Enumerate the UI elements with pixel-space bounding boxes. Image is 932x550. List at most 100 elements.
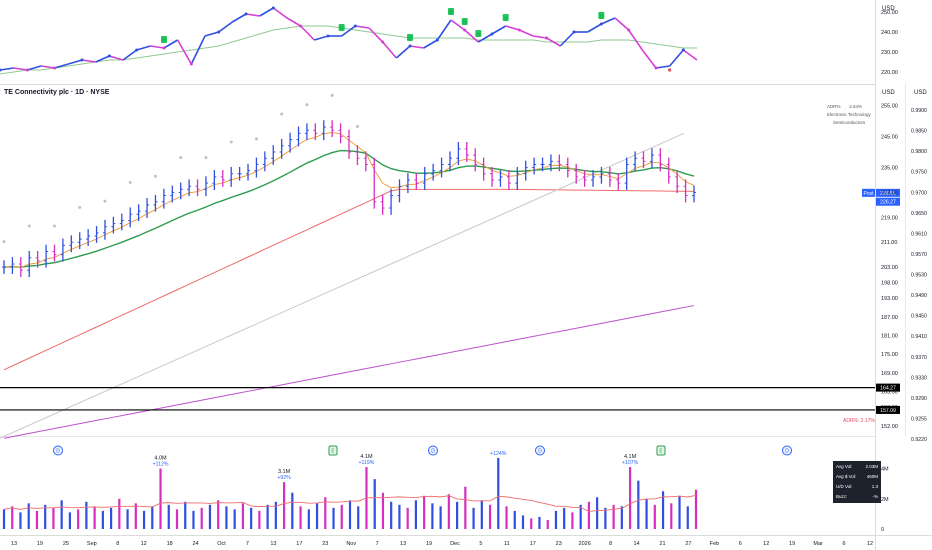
volume-bar <box>52 507 55 529</box>
rs-point <box>107 54 111 58</box>
volume-bar <box>678 495 681 529</box>
time-axis-tick: 12 <box>763 541 769 547</box>
time-axis-tick: 25 <box>63 541 69 547</box>
top-price-tick: 220.00 <box>881 70 898 76</box>
event-marker-label: D <box>56 449 60 455</box>
volume-bar <box>357 506 360 529</box>
currency-label-top: USD <box>882 6 895 12</box>
time-axis-tick: 13 <box>11 541 17 547</box>
rs-point <box>80 58 84 62</box>
signal-dot <box>355 124 359 128</box>
volume-bar <box>579 504 582 529</box>
volume-bar <box>670 503 673 529</box>
rs-axis-tick: 0.9750 <box>911 170 927 176</box>
time-axis-tick: Dec <box>450 541 460 547</box>
rs-line-segment <box>628 29 643 51</box>
rs-line-segment <box>436 19 452 41</box>
rs-line-segment <box>218 21 233 33</box>
price-tick: 235.00 <box>881 166 898 172</box>
rs-line-segment <box>245 13 260 17</box>
rs-line-segment <box>27 65 42 71</box>
rs-axis-tick: 0.9220 <box>911 437 927 443</box>
volume-bar <box>423 495 426 529</box>
dividend-marker <box>535 445 545 456</box>
time-axis-tick: 12 <box>141 541 147 547</box>
signal-dot <box>78 205 82 209</box>
high-marker-label: H <box>340 26 343 31</box>
volume-bar <box>299 506 302 529</box>
rs-line-segment <box>655 65 670 69</box>
rs-point <box>162 46 166 50</box>
rs-point <box>53 66 57 70</box>
volume-bar <box>2 509 6 529</box>
time-axis-tick: Feb <box>710 541 719 547</box>
volume-bar <box>35 510 39 529</box>
time-axis-tick: 2026 <box>579 541 591 547</box>
sma-long-line <box>3 188 695 371</box>
rs-axis-tick: 0.9290 <box>911 396 927 402</box>
volume-bar <box>68 512 72 529</box>
signal-dot <box>103 199 107 203</box>
rs-point <box>353 24 357 28</box>
rs-line-segment <box>341 25 356 37</box>
volume-annotation-pct: +107% <box>622 460 639 466</box>
volume-bar <box>455 501 459 529</box>
rs-line-segment <box>13 67 28 71</box>
volume-bar <box>291 492 294 529</box>
volume-annotation-value: 4.1M <box>360 454 373 460</box>
time-axis-tick: 11 <box>504 541 510 547</box>
rs-line-segment <box>532 35 547 39</box>
rs-line-segment <box>190 35 206 65</box>
rs-axis-tick: 0.9530 <box>911 273 927 279</box>
rs-axis-tick: 0.9410 <box>911 334 927 340</box>
rs-point <box>545 36 549 40</box>
volume-bar <box>513 510 516 529</box>
volume-bar <box>167 504 170 529</box>
volume-bar <box>554 510 558 529</box>
volume-bar <box>381 492 385 529</box>
volume-bar <box>208 504 212 529</box>
rs-point <box>681 48 685 52</box>
rs-point <box>135 48 139 52</box>
price-tick: 211.00 <box>881 240 897 246</box>
high-marker-label: H <box>162 38 165 43</box>
volume-bar <box>505 506 508 529</box>
volume-bar <box>332 507 335 529</box>
rs-line-segment <box>587 23 602 33</box>
rs-point <box>381 40 385 44</box>
high-marker-label: H <box>477 32 480 37</box>
time-axis-tick: 23 <box>556 541 562 547</box>
volume-bar <box>109 507 113 529</box>
post-price-label: 226.55 <box>880 191 896 197</box>
rs-axis-tick: 0.9490 <box>911 293 927 299</box>
high-marker-label: H <box>504 16 507 21</box>
rs-line-segment <box>423 39 438 49</box>
volume-bar <box>637 480 640 529</box>
time-axis-tick: 23 <box>322 541 328 547</box>
rs-line-segment <box>464 29 479 43</box>
price-tick: 227.00 <box>881 190 898 196</box>
volume-bar <box>596 497 599 529</box>
rs-point <box>244 12 248 16</box>
volume-bar <box>324 497 327 529</box>
rs-point <box>299 24 303 28</box>
volume-bar <box>497 458 500 529</box>
signal-dot <box>179 156 183 160</box>
rs-line-segment <box>0 67 14 71</box>
rs-line-segment <box>300 25 315 41</box>
high-marker-label: H <box>408 36 411 41</box>
time-axis-tick: 6 <box>843 541 846 547</box>
volume-bar <box>134 503 137 529</box>
signal-dot <box>330 93 334 97</box>
rs-line-segment <box>546 37 561 47</box>
post-badge-label: Post <box>863 191 874 197</box>
volume-bar <box>126 509 129 529</box>
rs-point <box>326 34 330 38</box>
stat-value: -% <box>872 494 879 499</box>
rs-point <box>189 62 193 66</box>
volume-stats-box: Avg Vol: 2.03M Avg $ Vol: 460M U/D Vol: 1.3… <box>833 461 881 503</box>
time-axis-tick: 12 <box>867 541 873 547</box>
volume-bar <box>27 503 30 529</box>
volume-bar <box>77 509 80 529</box>
rs-line-segment <box>559 31 575 47</box>
